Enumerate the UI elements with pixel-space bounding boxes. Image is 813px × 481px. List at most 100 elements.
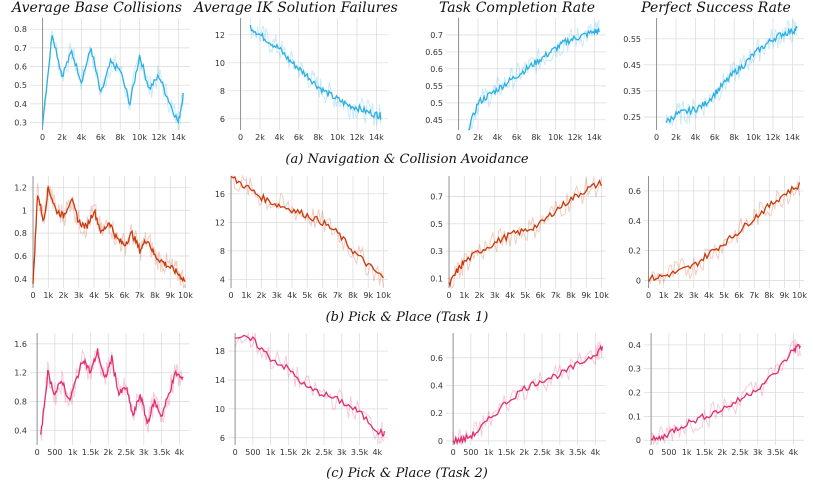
y-tick-label: 0.6	[14, 252, 27, 261]
x-tick-label: 2k	[717, 448, 727, 457]
y-tick-label: 0.1	[628, 412, 641, 421]
y-tick-label: 0.4	[14, 100, 27, 109]
x-tick-label: 2.5k	[533, 448, 551, 457]
col-title-4: Perfect Success Rate	[641, 0, 791, 16]
x-tick-label: 3.5k	[351, 448, 369, 457]
x-tick-label: 3.5k	[569, 448, 587, 457]
x-tick-label: 4k	[174, 448, 184, 457]
x-tick-label: 8k	[150, 291, 160, 300]
y-tick-label: 0.5	[14, 81, 27, 90]
x-tick-label: 0	[238, 133, 243, 142]
x-tick-label: 0	[40, 133, 45, 142]
x-tick-label: 0	[456, 133, 461, 142]
x-tick-label: 2k	[255, 133, 265, 142]
y-tick-label: 0.65	[425, 48, 443, 57]
caption-b: (b) Pick & Place (Task 1)	[325, 310, 489, 325]
chart-12: 0 500 1k 1.5k 2k 2.5k 3k 3.5k 4k 0 0.1 0.2 0.3 0.4	[628, 333, 804, 457]
x-tick-label: 3k	[753, 448, 763, 457]
x-tick-label: 0	[447, 291, 452, 300]
y-tick-label: 0.7	[430, 192, 443, 201]
series-raw-line	[665, 18, 798, 126]
y-tick-label: 0.8	[14, 25, 27, 34]
y-tick-label: 6	[220, 434, 225, 443]
series-raw-line	[650, 338, 801, 445]
y-tick-label: 0.8	[14, 398, 27, 407]
x-tick-label: 9k	[780, 291, 790, 300]
col-title-1: Average Base Collisions	[12, 0, 182, 16]
x-tick-label: 500	[245, 448, 260, 457]
x-tick-label: 6k	[512, 133, 522, 142]
x-tick-label: 8k	[566, 291, 576, 300]
x-tick-label: 5k	[520, 291, 530, 300]
x-tick-label: 1.5k	[82, 448, 100, 457]
x-tick-label: 3.5k	[767, 448, 785, 457]
x-tick-label: 7k	[333, 291, 343, 300]
x-tick-label: 14k	[171, 133, 186, 142]
x-tick-label: 2k	[671, 133, 681, 142]
x-tick-label: 1k	[459, 291, 469, 300]
x-tick-label: 12k	[152, 133, 167, 142]
x-tick-label: 1k	[484, 448, 494, 457]
x-tick-label: 6k	[536, 291, 546, 300]
series-smoothed-line	[467, 26, 600, 131]
y-tick-label: 8	[220, 247, 225, 256]
x-tick-label: 2.5k	[731, 448, 749, 457]
y-tick-label: 0.6	[628, 187, 641, 196]
x-tick-label: 5k	[302, 291, 312, 300]
x-tick-label: 4k	[493, 133, 503, 142]
y-tick-label: 12	[215, 218, 225, 227]
x-tick-label: 3k	[139, 448, 149, 457]
series-raw-line	[452, 341, 603, 446]
y-tick-label: 0.3	[430, 247, 443, 256]
series-raw-line	[42, 30, 184, 131]
x-tick-label: 7k	[551, 291, 561, 300]
x-tick-label: 2k	[57, 133, 67, 142]
y-tick-label: 0.8	[14, 229, 27, 238]
x-tick-label: 1.5k	[498, 448, 516, 457]
x-tick-label: 9k	[363, 291, 373, 300]
chart-5: 0 1k 2k 3k 4k 5k 6k 7k 8k 9k 10k 0.4 0.6 0.8 1 1.2	[14, 176, 193, 300]
chart-3: 0 2k 4k 6k 8k 10k 12k 14k 0.45 0.5 0.55 0.6 0.65 0.7	[425, 18, 606, 142]
x-tick-label: 4k	[691, 133, 701, 142]
series-smoothed-line	[249, 24, 382, 120]
x-tick-label: 8k	[729, 133, 739, 142]
y-tick-label: 10	[215, 405, 225, 414]
x-tick-label: 4k	[704, 291, 714, 300]
x-tick-label: 6k	[96, 133, 106, 142]
y-tick-label: 0.5	[430, 99, 443, 108]
y-tick-label: 0.45	[425, 116, 443, 125]
y-tick-label: 1	[22, 206, 27, 215]
y-tick-label: 0.4	[14, 427, 27, 436]
y-tick-label: 0.2	[430, 409, 443, 418]
series-smoothed-line	[650, 343, 801, 442]
x-tick-label: 4k	[275, 133, 285, 142]
x-tick-label: 9k	[165, 291, 175, 300]
series-raw-line	[448, 176, 602, 289]
series-smoothed-line	[41, 35, 184, 126]
x-tick-label: 6k	[120, 291, 130, 300]
y-tick-label: 0.55	[425, 82, 443, 91]
series-raw-line	[249, 17, 382, 126]
y-tick-label: 0.6	[430, 354, 443, 363]
chart-1: 0 2k 4k 6k 8k 10k 12k 14k 0.3 0.4 0.5 0.6 0.7 0.8	[14, 18, 190, 142]
x-tick-label: 10k	[548, 133, 563, 142]
x-tick-label: 2k	[301, 448, 311, 457]
x-tick-label: 0	[649, 448, 654, 457]
chart-2: 0 2k 4k 6k 8k 10k 12k 14k 6 8 10 12	[215, 17, 388, 142]
chart-8: 0 1k 2k 3k 4k 5k 6k 7k 8k 9k 10k 0 0.2 0.4 0.6	[628, 176, 807, 300]
x-tick-label: 0	[233, 448, 238, 457]
x-tick-label: 0	[451, 448, 456, 457]
x-tick-label: 5k	[104, 291, 114, 300]
x-tick-label: 6k	[294, 133, 304, 142]
x-tick-label: 1k	[659, 291, 669, 300]
y-tick-label: 0.6	[14, 63, 27, 72]
x-tick-label: 3k	[689, 291, 699, 300]
series-smoothed-line	[230, 175, 384, 279]
y-tick-label: 0.2	[628, 389, 641, 398]
y-tick-label: 12	[215, 31, 225, 40]
x-tick-label: 10k	[376, 291, 391, 300]
x-tick-label: 3.5k	[153, 448, 171, 457]
x-tick-label: 2k	[473, 133, 483, 142]
x-tick-label: 1.5k	[280, 448, 298, 457]
